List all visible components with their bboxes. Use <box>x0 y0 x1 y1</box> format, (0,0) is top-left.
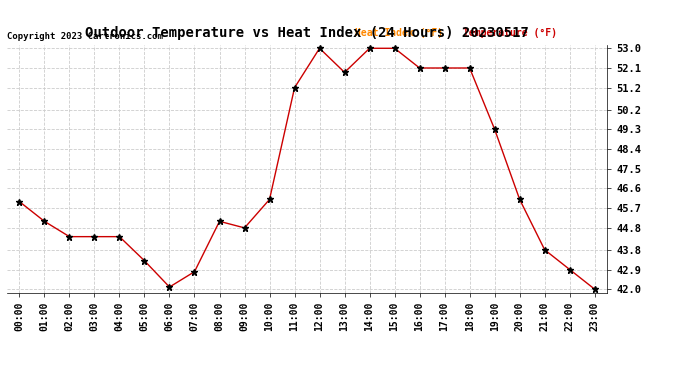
Text: Heat Index (°F): Heat Index (°F) <box>355 28 443 38</box>
Text: Copyright 2023 Cartronics.com: Copyright 2023 Cartronics.com <box>7 32 163 41</box>
Text: Temperature (°F): Temperature (°F) <box>463 28 557 38</box>
Title: Outdoor Temperature vs Heat Index (24 Hours) 20230517: Outdoor Temperature vs Heat Index (24 Ho… <box>85 26 529 40</box>
